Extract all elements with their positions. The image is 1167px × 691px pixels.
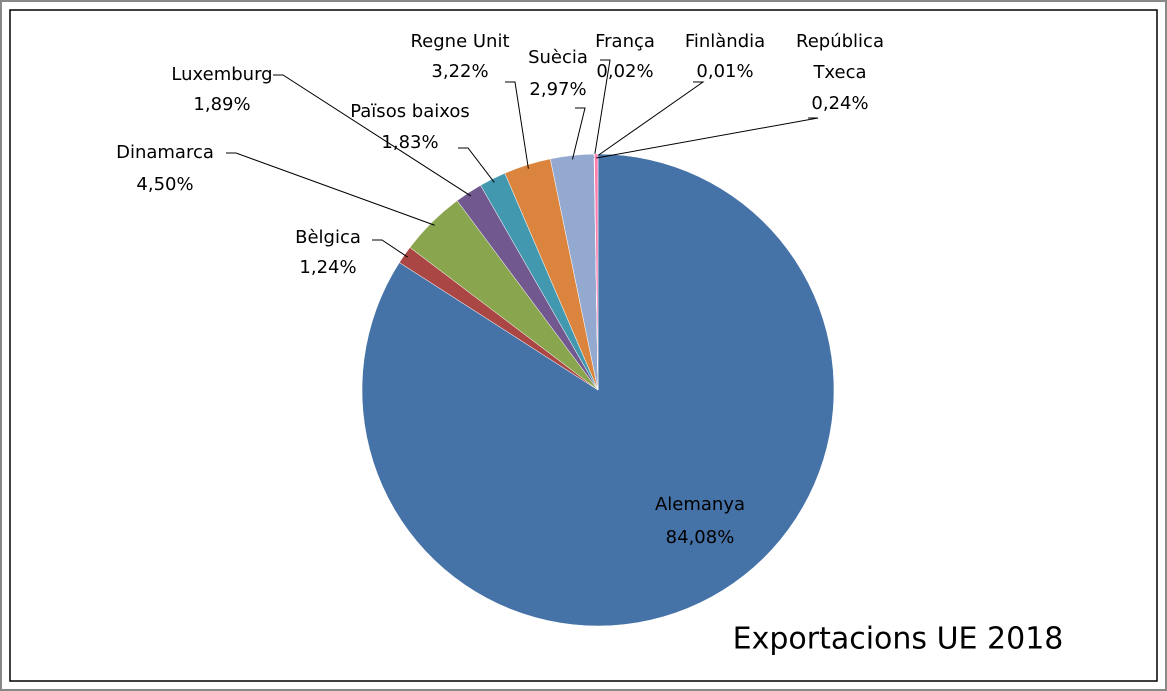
leader-line	[594, 81, 705, 159]
slice-value-label: 1,24%	[299, 257, 356, 278]
label-line: República	[796, 31, 884, 52]
slice-label: Bèlgica	[295, 227, 361, 248]
leader-line	[593, 59, 611, 159]
slice-label: Luxemburg	[171, 64, 272, 85]
leader-line	[372, 239, 409, 258]
slice-label: Alemanya	[655, 494, 745, 515]
slice-label: República Txeca	[796, 31, 884, 83]
label-line: Txeca	[812, 62, 866, 83]
leader-line	[226, 152, 435, 226]
slice-value-label: 84,08%	[666, 527, 735, 548]
leader-line	[273, 74, 472, 197]
slice-value-label: 0,02%	[596, 61, 653, 82]
leader-line	[596, 117, 819, 159]
slice-label: França	[595, 31, 655, 52]
slice-value-label: 1,89%	[193, 94, 250, 115]
slice-label: Països baixos	[350, 101, 470, 122]
slice-label: Regne Unit	[410, 31, 509, 52]
slice-label: Suècia	[528, 47, 588, 68]
slice-value-label: 3,22%	[431, 61, 488, 82]
slice-value-label: 0,24%	[811, 93, 868, 114]
leader-line	[505, 81, 529, 169]
slice-value-label: 4,50%	[136, 174, 193, 195]
slice-value-label: 0,01%	[696, 61, 753, 82]
slice-value-label: 2,97%	[529, 79, 586, 100]
leader-line	[458, 147, 495, 183]
leader-line	[571, 107, 586, 160]
slice-label: Finlàndia	[685, 31, 765, 52]
slice-label: Dinamarca	[116, 142, 214, 163]
pie-slice	[594, 153, 599, 391]
chart-title: Exportacions UE 2018	[733, 622, 1064, 657]
slice-value-label: 1,83%	[381, 132, 438, 153]
